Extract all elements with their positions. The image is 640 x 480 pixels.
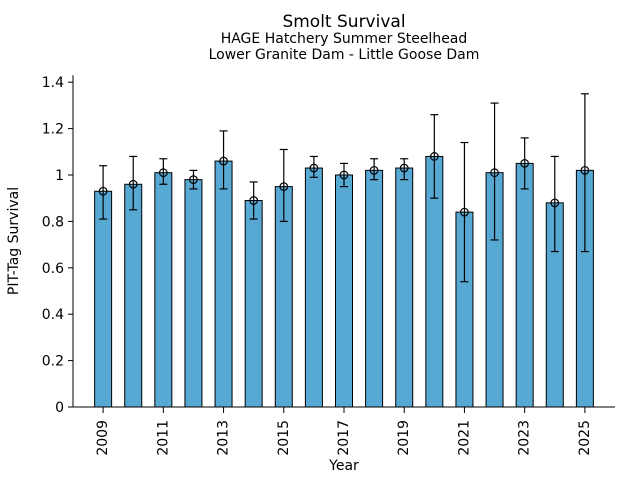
x-tick-label-2015: 2015 — [276, 420, 292, 456]
x-tick-label-2017: 2017 — [336, 420, 352, 456]
bar-2012 — [184, 179, 203, 408]
x-tick-label-2023: 2023 — [517, 420, 533, 456]
x-axis-label: Year — [329, 458, 359, 474]
bar-2017 — [335, 174, 353, 408]
bar-2010 — [124, 183, 143, 408]
point-marker-2009 — [98, 186, 108, 196]
y-tick-label-0.2: 0.2 — [42, 354, 64, 370]
x-tick-label-2025: 2025 — [577, 420, 593, 456]
point-marker-2019 — [399, 163, 409, 173]
x-tick-label-2019: 2019 — [396, 420, 412, 456]
chart-subtitle-line1: HAGE Hatchery Summer Steelhead — [220, 31, 468, 47]
y-tick-label-0: 0 — [55, 400, 64, 416]
point-marker-2011 — [158, 168, 168, 178]
point-marker-2024 — [550, 198, 560, 208]
point-marker-2018 — [369, 165, 379, 175]
point-marker-2013 — [219, 156, 228, 166]
y-tick-label-1: 1 — [55, 168, 64, 184]
point-marker-2021 — [460, 207, 469, 217]
point-marker-2022 — [490, 168, 499, 178]
point-marker-2015 — [279, 182, 289, 192]
y-tick-label-0.6: 0.6 — [42, 261, 64, 277]
bar-2023 — [515, 162, 534, 408]
bar-2014 — [244, 200, 263, 408]
point-marker-2014 — [249, 196, 259, 205]
x-tick-label-2013: 2013 — [216, 420, 232, 456]
x-tick-label-2009: 2009 — [95, 420, 111, 456]
point-marker-2023 — [520, 158, 530, 168]
y-axis-label: PIT-Tag Survival — [6, 186, 22, 296]
point-marker-2020 — [429, 152, 439, 161]
bar-2018 — [365, 169, 384, 408]
bar-2016 — [304, 167, 323, 408]
bar-2013 — [214, 160, 233, 408]
point-marker-2025 — [580, 165, 590, 175]
y-tick-label-1.2: 1.2 — [42, 122, 64, 138]
point-marker-2017 — [339, 170, 349, 180]
bar-2009 — [94, 190, 113, 408]
bar-2011 — [154, 172, 173, 408]
y-tick-label-0.4: 0.4 — [42, 307, 64, 323]
point-marker-2016 — [309, 163, 319, 173]
point-marker-2010 — [128, 179, 138, 189]
chart-title: Smolt Survival — [282, 12, 406, 32]
point-marker-2012 — [189, 175, 198, 185]
bar-2019 — [395, 167, 414, 408]
x-tick-label-2011: 2011 — [155, 420, 171, 456]
chart-subtitle-line2: Lower Granite Dam - Little Goose Dam — [208, 47, 480, 63]
y-tick-label-0.8: 0.8 — [42, 214, 64, 230]
x-tick-label-2021: 2021 — [456, 420, 472, 456]
y-tick-label-1.4: 1.4 — [42, 75, 64, 91]
